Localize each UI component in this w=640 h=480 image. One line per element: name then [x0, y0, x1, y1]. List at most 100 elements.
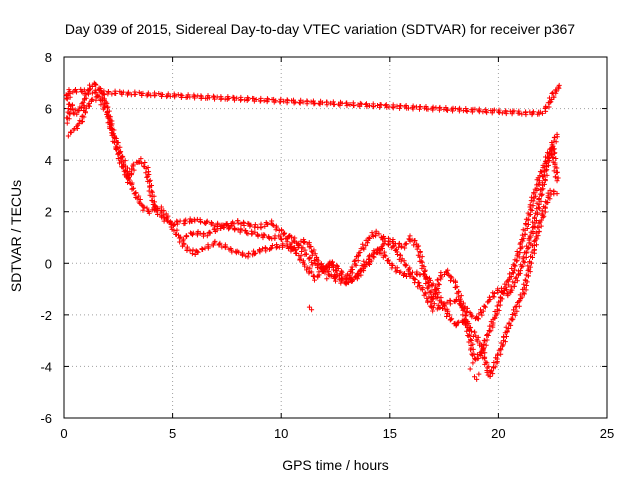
- data-point: [462, 322, 468, 328]
- data-point: [510, 270, 516, 276]
- data-point: [511, 307, 517, 313]
- data-point: [113, 147, 119, 153]
- data-point: [301, 240, 307, 246]
- data-point: [323, 264, 329, 270]
- data-point: [64, 120, 70, 126]
- data-point: [277, 99, 283, 105]
- data-point: [468, 328, 474, 334]
- data-point: [363, 260, 369, 266]
- data-point: [189, 251, 195, 257]
- data-point: [144, 174, 150, 180]
- data-point: [423, 103, 429, 109]
- data-point: [506, 321, 512, 327]
- data-point: [443, 104, 449, 110]
- data-point: [546, 155, 552, 161]
- data-point: [463, 313, 469, 319]
- data-point: [173, 231, 179, 237]
- data-point: [535, 204, 541, 210]
- data-point: [512, 257, 518, 263]
- data-point: [76, 121, 82, 127]
- data-point: [414, 246, 420, 252]
- data-point: [315, 263, 321, 269]
- data-point: [482, 338, 488, 344]
- data-point: [532, 186, 538, 192]
- data-point: [547, 187, 553, 193]
- data-point: [422, 290, 428, 296]
- data-point: [204, 233, 210, 239]
- data-point: [472, 106, 478, 112]
- data-point: [255, 233, 261, 239]
- data-point: [450, 108, 456, 114]
- data-point: [464, 305, 470, 311]
- data-point: [397, 252, 403, 258]
- data-point: [302, 247, 308, 253]
- data-point: [436, 282, 442, 288]
- data-point: [530, 219, 536, 225]
- data-point: [536, 201, 542, 207]
- data-point: [239, 251, 245, 257]
- data-point: [517, 250, 523, 256]
- data-point: [377, 247, 383, 253]
- data-point: [536, 229, 542, 235]
- data-point: [105, 104, 111, 110]
- data-point: [527, 259, 533, 265]
- data-point: [265, 221, 271, 227]
- data-point: [491, 364, 497, 370]
- data-point: [411, 238, 417, 244]
- data-point: [83, 105, 89, 111]
- data-point: [529, 112, 535, 118]
- data-point: [519, 244, 525, 250]
- data-point: [537, 169, 543, 175]
- data-point: [64, 96, 70, 102]
- data-point: [104, 114, 110, 120]
- data-point: [125, 176, 131, 182]
- data-point: [476, 371, 482, 377]
- data-point: [304, 267, 310, 273]
- data-point: [530, 109, 536, 115]
- data-point: [269, 242, 275, 248]
- data-point: [506, 282, 512, 288]
- data-point: [284, 239, 290, 245]
- data-point: [328, 100, 334, 106]
- data-point: [143, 166, 149, 172]
- data-point: [136, 199, 142, 205]
- data-point: [311, 277, 317, 283]
- data-point: [212, 238, 218, 244]
- data-point: [288, 234, 294, 240]
- data-point: [199, 247, 205, 253]
- data-point: [274, 242, 280, 248]
- data-point: [174, 227, 180, 233]
- data-point: [504, 290, 510, 296]
- data-point: [513, 276, 519, 282]
- data-point: [278, 236, 284, 242]
- data-point: [519, 111, 525, 117]
- data-point: [436, 305, 442, 311]
- data-point: [487, 323, 493, 329]
- data-point: [417, 282, 423, 288]
- axes: 0 5 10 15 20 25 -6 -4 -2 0 2 4 6 8: [40, 50, 614, 441]
- data-point: [482, 355, 488, 361]
- y-tick-label: -2: [40, 308, 52, 323]
- data-point: [444, 270, 450, 276]
- data-point: [128, 172, 134, 178]
- data-point: [298, 253, 304, 259]
- data-point: [356, 250, 362, 256]
- data-point: [452, 105, 458, 111]
- data-point: [164, 215, 170, 221]
- data-point: [503, 324, 509, 330]
- data-point: [330, 99, 336, 105]
- data-point: [89, 84, 95, 90]
- data-point: [361, 258, 367, 264]
- data-point: [423, 274, 429, 280]
- data-point: [66, 87, 72, 93]
- data-point: [357, 267, 363, 273]
- data-point: [378, 102, 384, 108]
- data-point: [366, 234, 372, 240]
- data-point: [531, 238, 537, 244]
- data-point: [448, 278, 454, 284]
- data-point: [430, 308, 436, 314]
- data-point: [523, 249, 529, 255]
- data-point: [346, 280, 352, 286]
- data-point: [512, 267, 518, 273]
- data-point: [390, 105, 396, 111]
